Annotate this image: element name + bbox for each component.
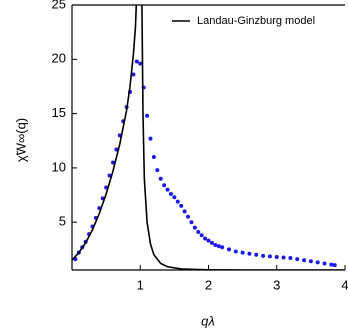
data-point	[182, 209, 187, 214]
data-point	[192, 225, 197, 230]
data-point	[254, 252, 259, 257]
plot-area	[72, 5, 345, 270]
model-line	[72, 5, 345, 270]
data-point	[134, 59, 139, 64]
x-axis-label: qλ	[201, 313, 215, 328]
data-point	[226, 247, 231, 252]
data-point	[233, 249, 238, 254]
x-tick-label: 3	[273, 277, 280, 292]
data-point	[206, 238, 211, 243]
y-tick-label: 25	[52, 0, 66, 11]
data-point	[175, 199, 180, 204]
data-point	[110, 160, 115, 165]
y-tick-label: 20	[52, 51, 66, 66]
data-point	[216, 244, 221, 249]
data-point	[308, 259, 313, 264]
data-point	[302, 258, 307, 263]
data-point	[220, 245, 225, 250]
data-point	[203, 236, 208, 241]
data-point	[332, 263, 337, 268]
data-point	[281, 255, 286, 260]
data-point	[172, 195, 177, 200]
data-point	[213, 243, 218, 248]
data-point	[158, 176, 163, 181]
data-point	[247, 251, 252, 256]
data-point	[209, 240, 214, 245]
data-point	[145, 113, 150, 118]
data-point	[155, 168, 160, 173]
data-point	[329, 262, 334, 267]
data-point	[199, 233, 204, 238]
data-point	[189, 220, 194, 225]
data-point	[240, 250, 245, 255]
data-point	[179, 203, 184, 208]
data-point	[288, 256, 293, 261]
y-tick-label: 10	[52, 159, 66, 174]
data-point	[295, 257, 300, 262]
data-point	[196, 229, 201, 234]
data-point	[322, 261, 327, 266]
data-point	[168, 191, 173, 196]
y-tick-label: 15	[52, 105, 66, 120]
y-tick-label: 5	[59, 214, 66, 229]
legend-label: Landau-Ginzburg model	[197, 15, 315, 27]
data-point	[148, 136, 153, 141]
data-point	[131, 72, 136, 77]
x-tick-label: 2	[205, 277, 212, 292]
data-point	[267, 254, 272, 259]
y-axis-label: χ̃W∞(q)	[13, 118, 28, 162]
data-point	[186, 214, 191, 219]
data-point	[162, 183, 167, 188]
data-point	[274, 254, 279, 259]
x-tick-label: 4	[341, 277, 348, 292]
data-point	[315, 260, 320, 265]
data-point	[165, 187, 170, 192]
data-point	[151, 155, 156, 160]
data-point	[261, 253, 266, 258]
data-point	[138, 61, 143, 66]
x-tick-label: 1	[137, 277, 144, 292]
